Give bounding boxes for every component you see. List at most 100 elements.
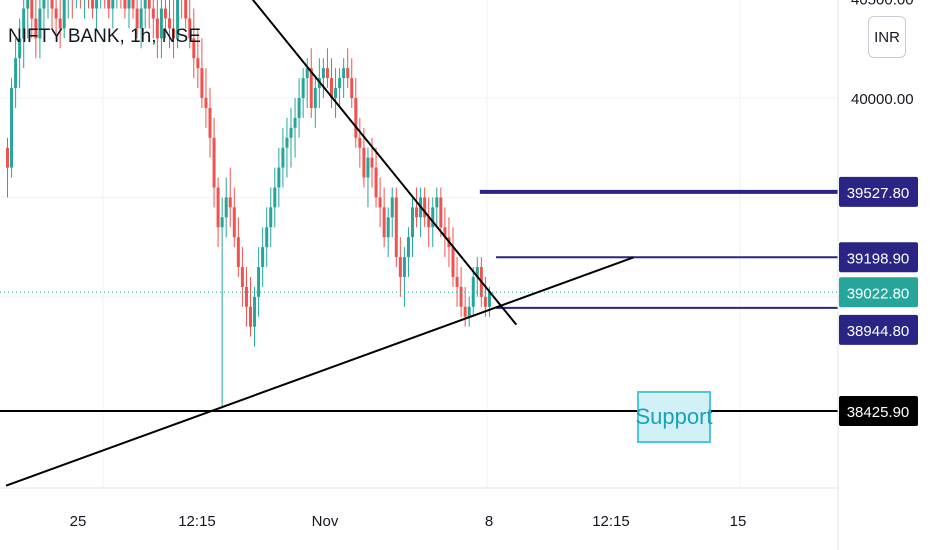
candle [188, 0, 192, 49]
candle [406, 227, 410, 277]
candle [240, 247, 244, 307]
candle-body [285, 137, 289, 148]
candle [257, 247, 261, 317]
candle-body [208, 107, 212, 138]
candle-body [196, 58, 200, 69]
candle [281, 127, 285, 188]
candle-body [6, 147, 9, 168]
candle [95, 0, 99, 29]
candle [88, 0, 89, 9]
candle [176, 0, 180, 49]
candle-body [334, 88, 338, 98]
candle [159, 0, 163, 59]
candle [104, 0, 106, 9]
candle [451, 227, 455, 287]
candle-body [62, 0, 66, 29]
candle-body [192, 38, 196, 59]
candle-body [402, 257, 406, 277]
candle-body [188, 18, 192, 39]
price-label-range-top: 39198.90 [839, 242, 918, 273]
candle-body [111, 0, 115, 9]
candle [386, 207, 390, 258]
candle [58, 0, 62, 49]
candle-body [309, 68, 313, 108]
candle [116, 0, 118, 9]
candle [18, 18, 22, 89]
candle-body [273, 187, 277, 208]
price-label-range-bottom: 38944.80 [839, 314, 918, 345]
price-label-text: 38944.80 [847, 323, 910, 340]
candle [100, 0, 102, 9]
candle [439, 187, 443, 238]
candle [334, 68, 338, 118]
candle [139, 0, 143, 49]
candle [301, 68, 305, 118]
candle [350, 58, 354, 108]
support-annotation[interactable]: Support [635, 391, 713, 443]
candle [120, 0, 122, 9]
candle-body [463, 306, 467, 317]
candle [297, 78, 301, 138]
candle [411, 197, 414, 258]
candle-body [236, 237, 240, 268]
candle-body [232, 207, 236, 238]
candle [50, 0, 54, 29]
candle [382, 187, 386, 248]
candle [204, 68, 208, 128]
currency-badge[interactable]: INR [868, 16, 906, 58]
candle-body [325, 68, 329, 79]
candle-body [216, 187, 220, 228]
candle [34, 0, 38, 59]
candle [467, 296, 471, 327]
candle-body [354, 98, 358, 138]
candle [459, 267, 463, 317]
candle-body [159, 8, 163, 39]
candle [354, 78, 358, 148]
candle-body [34, 18, 38, 39]
candle-body [38, 8, 42, 39]
candle-body [95, 0, 99, 9]
candle-body [423, 197, 427, 218]
candle [325, 48, 329, 89]
candle [135, 0, 139, 39]
candle-body [350, 78, 354, 98]
candle [285, 117, 289, 178]
candle [390, 187, 394, 238]
candle [127, 0, 131, 29]
candle [181, 0, 183, 19]
candle-body [313, 88, 317, 108]
candle [192, 8, 196, 79]
candle-body [293, 117, 297, 128]
candle-body [58, 18, 62, 29]
candle-body [172, 28, 176, 39]
candle [184, 0, 188, 29]
candle-body [321, 68, 325, 79]
candle [398, 237, 402, 297]
candle-body [330, 78, 333, 98]
descending-trendline[interactable] [176, 0, 518, 326]
candle [220, 197, 224, 407]
candle-body [143, 0, 147, 9]
candle [79, 0, 81, 9]
candle-body [107, 0, 111, 9]
ascending-trendline[interactable] [5, 256, 635, 487]
candle-body [346, 68, 350, 79]
x-tick-label: Nov [312, 513, 339, 530]
chart-grid [0, 0, 838, 488]
candle-body [406, 237, 410, 258]
candle-body [265, 227, 269, 248]
candle [269, 187, 273, 248]
candle [443, 207, 447, 258]
candle [47, 0, 49, 19]
candle-body [374, 167, 378, 198]
candle [374, 147, 378, 208]
price-level-labels: 39527.80 39198.90 39022.80 38944.80 38425.90 [839, 176, 918, 426]
candle-body [411, 207, 414, 238]
candle [289, 107, 293, 168]
time-axis[interactable]: 25 12:15 Nov 8 12:15 15 [70, 513, 747, 530]
candle-body [471, 276, 475, 307]
candle-body [451, 247, 455, 277]
candle-body [277, 167, 281, 188]
candle-body [253, 296, 257, 327]
